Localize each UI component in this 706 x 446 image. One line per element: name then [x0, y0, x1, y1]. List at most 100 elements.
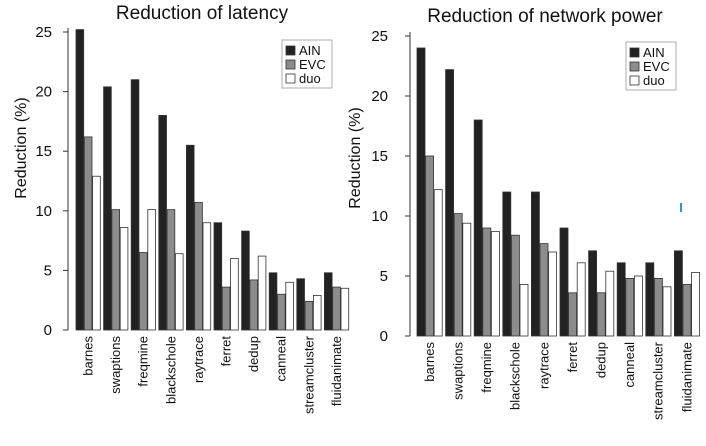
chart-1-category-label: ferret — [218, 336, 233, 367]
chart-2-y-tick-label: 15 — [371, 148, 388, 165]
chart-2-category-label: streamcluster — [651, 341, 666, 420]
chart-2-bar-duo — [519, 283, 529, 337]
chart-2-bar-duo — [605, 270, 615, 337]
chart-1-category-label: barnes — [80, 336, 95, 376]
chart-2-legend-label-duo: duo — [643, 73, 665, 88]
chart-1-bar-EVC — [194, 202, 203, 331]
chart-1-bar-AIN — [296, 278, 305, 331]
chart-1-category-label: freqmine — [136, 336, 151, 387]
chart-2-bar-AIN — [416, 47, 426, 337]
chart-1-category-label: canneal — [274, 336, 289, 382]
chart-2-category-label: barnes — [422, 342, 437, 382]
chart-2-bar-EVC — [510, 234, 520, 337]
chart-2-bar-EVC — [482, 227, 492, 337]
chart-2-bar-duo — [490, 231, 500, 337]
chart-1-y-tick-label: 20 — [35, 84, 52, 101]
chart-1-legend-label-EVC: EVC — [299, 57, 326, 72]
chart-1-bar-duo — [257, 255, 267, 331]
chart-2-legend-label-EVC: EVC — [643, 59, 670, 74]
chart-1-bar-AIN — [268, 272, 278, 331]
chart-2-category-label: ferret — [565, 342, 580, 373]
chart-1-bar-EVC — [221, 286, 231, 331]
chart-2-bar-AIN — [502, 191, 512, 337]
chart-2-y-tick-label: 10 — [371, 208, 388, 225]
chart-2-bar-AIN — [616, 262, 626, 337]
chart-2-bar-AIN — [588, 250, 597, 337]
chart-1-bar-AIN — [75, 29, 85, 331]
chart-1-bar-duo — [340, 287, 350, 331]
chart-1-bar-duo — [285, 281, 294, 331]
chart-1-bar-EVC — [249, 279, 258, 331]
chart-2-bar-EVC — [568, 292, 577, 337]
chart-1-bar-EVC — [139, 252, 148, 331]
chart-1-category-label: streamcluster — [301, 335, 316, 414]
chart-2-bar-duo — [548, 251, 557, 337]
chart-2-legend-label-AIN: AIN — [643, 45, 665, 60]
chart-2-bar-duo — [433, 189, 443, 337]
chart-2-legend-swatch-duo — [629, 75, 640, 86]
chart-2-bar-duo — [576, 262, 586, 337]
chart-1-bar-EVC — [166, 209, 176, 331]
chart-2-category-label: fluidanimate — [679, 342, 694, 412]
chart-1-category-label: swaptions — [108, 336, 123, 394]
chart-1-y-tick-label: 10 — [35, 203, 52, 220]
chart-1-bar-duo — [312, 295, 322, 331]
chart-2-y-tick-label: 20 — [371, 88, 388, 105]
chart-2-category-label: dedup — [594, 342, 609, 378]
chart-1-bar-EVC — [332, 286, 341, 331]
chart-2-category-label: canneal — [622, 342, 637, 388]
chart-2-legend-swatch-EVC — [629, 61, 640, 72]
chart-2-bar-duo — [634, 275, 643, 337]
chart-2-y-tick-label: 25 — [371, 28, 388, 45]
chart-1-bar-EVC — [111, 209, 121, 331]
chart-1-bar-duo — [119, 227, 129, 331]
chart-2-bar-duo — [462, 222, 472, 337]
chart-2-category-label: freqmine — [479, 342, 494, 393]
chart-2-bar-duo — [691, 271, 700, 337]
chart-2-bar-EVC — [539, 243, 549, 337]
chart-1-bar-EVC — [83, 136, 93, 331]
chart-2-bar-EVC — [682, 283, 692, 337]
chart-2-bar-AIN — [531, 191, 540, 337]
chart-1-y-tick-label: 5 — [44, 262, 52, 279]
chart-2-bar-EVC — [625, 277, 635, 337]
chart-1-bar-duo — [202, 222, 212, 331]
chart-1-bar-AIN — [130, 79, 140, 331]
chart-1-legend-swatch-duo — [285, 73, 296, 84]
chart-1-legend-swatch-EVC — [285, 59, 296, 70]
chart-1-legend-swatch-AIN — [285, 45, 296, 56]
chart-1-bar-AIN — [323, 272, 333, 331]
chart-2-bar-EVC — [425, 155, 435, 337]
chart-2-bar-EVC — [596, 292, 606, 337]
chart-1-y-tick-label: 0 — [44, 322, 52, 339]
chart-1-category-label: dedup — [246, 336, 261, 372]
chart-2-bar-AIN — [645, 262, 655, 337]
chart-1-bar-AIN — [158, 115, 167, 331]
chart-1-title: Reduction of latency — [116, 3, 289, 24]
chart-1-bar-AIN — [213, 222, 223, 331]
chart-1-y-tick-label: 25 — [35, 24, 52, 41]
chart-1-bar-AIN — [185, 144, 195, 331]
chart-1-legend-label-duo: duo — [299, 71, 321, 86]
chart-1-category-label: blackschole — [163, 336, 178, 404]
chart-1-legend-label-AIN: AIN — [299, 43, 321, 58]
chart-1-bar-AIN — [241, 230, 250, 331]
edge-marker — [680, 203, 682, 212]
chart-2-legend-swatch-AIN — [629, 47, 640, 58]
chart-2-bar-AIN — [473, 119, 483, 337]
chart-1-category-label: fluidanimate — [329, 336, 344, 406]
chart-1-bar-EVC — [304, 300, 314, 331]
chart-1-y-tick-label: 15 — [35, 143, 52, 160]
chart-2-category-label: raytrace — [536, 342, 551, 389]
chart-2-bar-EVC — [453, 213, 463, 337]
chart-1-bar-duo — [92, 175, 101, 331]
chart-1-category-label: raytrace — [191, 336, 206, 383]
chart-1-bar-EVC — [277, 293, 286, 331]
chart-2-bar-duo — [662, 286, 672, 337]
chart-1-bar-duo — [174, 253, 184, 331]
chart-2-category-label: blackschole — [508, 342, 523, 410]
chart-2-title: Reduction of network power — [427, 6, 663, 27]
chart-2-bar-EVC — [654, 277, 663, 337]
chart-marks: 0 5 10 15 20 25 barnes swaptions freqmine blacksc… — [35, 24, 700, 420]
